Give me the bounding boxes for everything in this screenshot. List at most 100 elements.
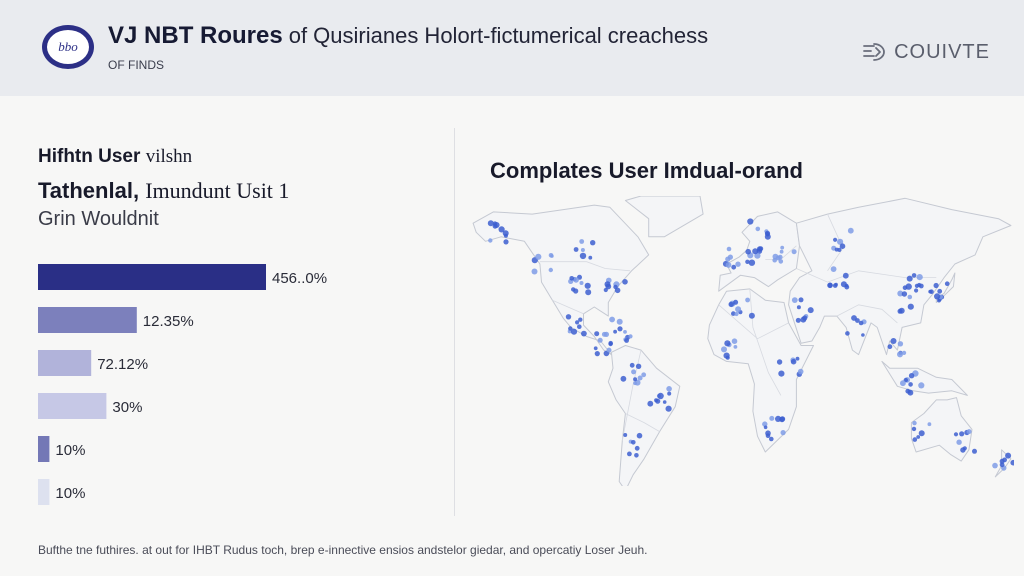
map-point-scandinavia	[747, 218, 754, 225]
map-point-north-america-west	[535, 253, 542, 260]
panel-title-thin: vilshn	[145, 146, 193, 167]
map-point-uk-europe-west	[726, 246, 732, 252]
map-point-japan-korea	[933, 282, 939, 289]
map-point-south-america-north	[631, 369, 637, 375]
map-point-middle-east	[798, 297, 804, 303]
map-point-canada	[573, 247, 579, 252]
map-point-north-america-west	[548, 253, 554, 258]
border-line-3	[625, 413, 660, 432]
map-point-europe-east	[779, 249, 784, 254]
map-point-south-america-south	[623, 433, 628, 437]
map-point-southern-africa	[763, 425, 768, 430]
map-point-uk-europe-west	[725, 262, 732, 268]
map-point-east-africa	[778, 370, 785, 377]
map-point-australia-west	[918, 430, 925, 437]
map-point-russia	[839, 243, 846, 249]
map-point-southern-africa	[769, 415, 775, 421]
map-point-brazil	[655, 398, 661, 404]
map-point-central-america	[594, 351, 600, 357]
map-point-alaska	[502, 230, 509, 237]
bar-1	[38, 264, 266, 290]
map-point-europe-central	[748, 259, 756, 266]
border-line-8	[836, 304, 898, 324]
brain-icon	[863, 43, 885, 61]
map-point-southeast-asia	[890, 338, 897, 344]
map-point-india	[858, 320, 864, 326]
map-point-indonesia	[907, 389, 914, 396]
divider	[454, 128, 455, 516]
map-point-uk-europe-west	[735, 261, 741, 267]
map-point-north-africa	[734, 311, 739, 317]
map-point-brazil	[667, 391, 672, 396]
continent-indonesia	[881, 360, 968, 396]
map-point-new-zealand	[999, 462, 1005, 468]
map-point-australia-east	[962, 446, 967, 451]
footer-note: Bufthe tne futhires. at out for IHBT Rud…	[38, 543, 648, 557]
map-point-japan-korea	[929, 289, 934, 294]
map-point-brazil	[657, 392, 664, 400]
brand-button[interactable]: COUIVTE	[860, 40, 990, 64]
map-point-alaska	[498, 226, 505, 233]
map-point-west-africa	[733, 345, 738, 349]
map-point-europe-east	[772, 253, 779, 260]
border-line-1	[539, 261, 631, 272]
map-point-canada	[579, 252, 587, 260]
map-point-southern-africa	[769, 436, 774, 442]
map-point-japan-korea	[937, 288, 943, 294]
map-point-australia-east	[953, 432, 959, 437]
map-point-russia	[837, 238, 844, 245]
map-point-north-america-west	[531, 268, 538, 275]
bar-5	[38, 436, 50, 462]
bar-3	[38, 350, 92, 376]
map-point-europe-central	[752, 248, 759, 255]
map-point-australia-east	[959, 431, 965, 437]
map-point-caribbean	[616, 318, 623, 325]
map-point-north-africa	[735, 306, 742, 313]
map-point-south-america-south	[634, 453, 639, 458]
map-point-south-america-north	[641, 372, 647, 378]
map-point-north-america-central	[579, 281, 584, 285]
panel-subtitle-bold: Tathenlal,	[38, 178, 140, 203]
map-point-caribbean	[628, 334, 633, 339]
map-point-west-africa	[731, 338, 738, 344]
map-point-central-asia	[842, 272, 849, 279]
map-point-central-america	[606, 347, 612, 353]
map-point-caribbean	[624, 338, 629, 343]
map-point-mexico	[565, 314, 572, 320]
map-point-caribbean	[623, 330, 627, 334]
map-point-russia	[833, 237, 838, 242]
map-point-alaska	[492, 223, 498, 229]
breadcrumb[interactable]: OF FINDS	[108, 58, 164, 72]
map-point-new-zealand	[1002, 457, 1007, 463]
bar-value-label-5: 10%	[55, 442, 85, 459]
map-point-middle-east	[791, 297, 798, 303]
map-point-china	[907, 303, 914, 310]
map-point-europe-east	[777, 254, 783, 260]
bar-value-label-4: 30%	[112, 399, 142, 416]
continent-greenland	[624, 196, 704, 238]
panel-title-bold: Hifhtn User	[38, 146, 141, 167]
bar-4	[38, 393, 107, 419]
world-map-chart	[472, 196, 1014, 486]
map-point-russia	[834, 247, 839, 252]
map-point-middle-east	[796, 305, 801, 310]
map-point-europe-central	[745, 259, 750, 264]
border-line-6	[718, 304, 789, 340]
bar-value-label-6: 10%	[55, 485, 85, 502]
map-point-alaska	[488, 238, 493, 243]
map-point-southern-africa	[762, 421, 768, 427]
map-point-central-america	[597, 337, 603, 343]
map-point-canada	[588, 255, 593, 260]
map-point-australia-west	[927, 422, 932, 427]
map-point-scandinavia	[765, 232, 770, 237]
border-line-5	[749, 288, 782, 396]
map-point-central-asia	[832, 283, 838, 288]
map-point-east-africa	[790, 358, 797, 365]
map-point-brazil	[666, 386, 672, 392]
map-title: Complates User Imdual-orand	[490, 158, 803, 183]
map-point-north-africa	[745, 297, 750, 303]
map-point-scandinavia	[755, 226, 761, 232]
map-point-middle-east	[807, 307, 814, 314]
app-name: VJ NBT Roures	[108, 22, 283, 49]
logo[interactable]: bbo	[42, 25, 94, 69]
